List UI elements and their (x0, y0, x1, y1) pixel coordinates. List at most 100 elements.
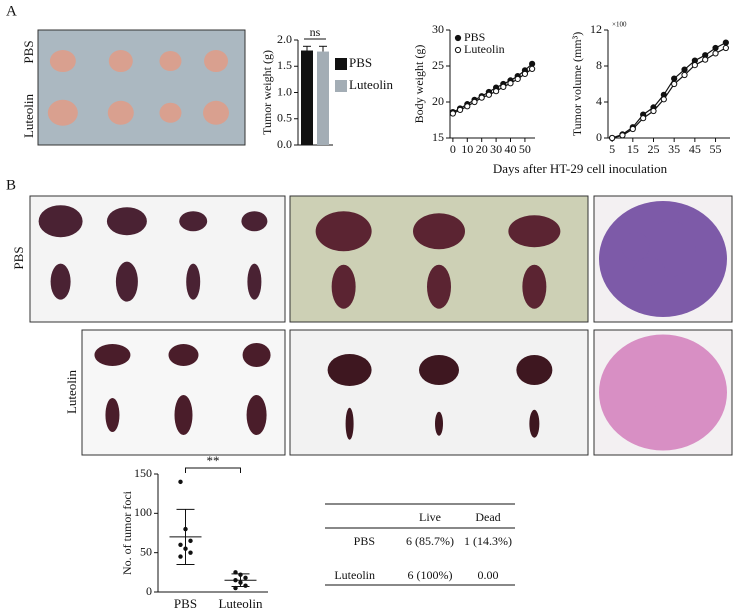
legend-label: PBS (464, 30, 485, 44)
y-tick-label: 0 (146, 584, 152, 598)
point (178, 479, 183, 485)
marker (500, 83, 507, 90)
x-tick-label: 40 (505, 142, 517, 156)
line (611, 47, 727, 139)
photo (289, 329, 589, 456)
photo-specimen (345, 407, 354, 440)
photo-specimen (522, 264, 547, 309)
photo-label: Luteolin (64, 369, 79, 414)
marker (609, 134, 616, 142)
point (188, 550, 193, 555)
y-tick-label: 30 (432, 22, 444, 36)
photo-specimen (174, 395, 193, 435)
y-tick-label: 50 (140, 544, 152, 558)
photo-specimen (105, 398, 120, 432)
legend-label: PBS (349, 55, 372, 70)
photo-specimen (646, 390, 667, 407)
point (243, 575, 248, 581)
annotation: ns (310, 25, 321, 39)
marker (464, 103, 471, 110)
table-cell: 0.00 (478, 568, 499, 582)
photos (29, 29, 733, 456)
photo-specimen (599, 334, 727, 451)
x-tick-label: 50 (519, 142, 531, 156)
point (178, 542, 183, 547)
y-tick-label: 8 (596, 58, 602, 72)
photo-specimen (94, 344, 131, 366)
table-header: Dead (475, 510, 500, 524)
photo-specimen (246, 395, 267, 435)
y-axis-label: Body weight (g) (412, 45, 426, 124)
table-cell: 1 (14.3%) (464, 534, 512, 548)
table-cell: PBS (354, 534, 375, 548)
x-tick-label: 10 (461, 142, 473, 156)
marker (722, 44, 729, 52)
photo-specimen (327, 354, 372, 386)
x-tick-label: 0 (450, 142, 456, 156)
y-axis-label: Tumor weight (g) (260, 50, 274, 135)
point (178, 554, 183, 559)
x-axis-label: Days after HT-29 cell inoculation (493, 161, 668, 176)
marker (681, 66, 688, 73)
marker (493, 88, 500, 95)
y-tick-label: 15 (432, 130, 444, 144)
photo-specimen (50, 263, 71, 300)
photo-specimen (108, 50, 133, 73)
photo-specimen (38, 205, 83, 238)
y-tick-label: 100 (134, 505, 152, 519)
table: Live Dead PBS 6 (85.7%) 1 (14.3%) Luteol… (325, 503, 515, 586)
marker (449, 110, 456, 117)
x-tick-label: 20 (476, 142, 488, 156)
x-tick-label: Luteolin (218, 596, 263, 611)
legend-label: Luteolin (349, 77, 394, 92)
photo (37, 29, 246, 146)
marker (629, 125, 636, 133)
marker (529, 65, 536, 72)
photo-label: PBS (21, 40, 36, 63)
y-tick-label: 20 (432, 94, 444, 108)
photo-specimen (633, 257, 666, 286)
marker (471, 98, 478, 106)
bar (301, 50, 313, 145)
y-axis-label: Tumor volume (mm³) (570, 32, 584, 137)
photo-specimen (331, 264, 356, 309)
x-tick-label: 15 (627, 142, 639, 156)
photo-specimen (419, 355, 459, 385)
legend-swatch (335, 80, 347, 92)
photo-label: PBS (11, 246, 26, 269)
marker (671, 75, 678, 82)
photo-specimen (203, 100, 230, 125)
y-tick-label: 150 (134, 466, 152, 480)
photo-specimen (315, 211, 372, 252)
x-tick-label: 5 (609, 142, 615, 156)
marker (478, 94, 485, 101)
photo-specimen (241, 211, 268, 232)
bar (317, 51, 329, 145)
marker (529, 60, 536, 67)
marker (712, 44, 719, 52)
y-tick-label: 0.0 (277, 137, 292, 151)
marker (521, 70, 529, 78)
photo-specimen (516, 355, 553, 385)
y-tick-label: 0.5 (277, 111, 292, 125)
x-tick-label: 30 (490, 142, 502, 156)
photo-specimen (247, 263, 262, 300)
panel-label: B (6, 177, 16, 193)
y-tick-label: 1.5 (277, 58, 292, 72)
photo-specimen (107, 100, 134, 125)
marker (485, 91, 492, 98)
photo-specimen (106, 207, 147, 236)
marker (712, 50, 719, 57)
y-tick-label: 12 (590, 22, 602, 36)
photo-specimen (115, 261, 138, 302)
annotation: ×100 (612, 21, 627, 29)
marker (660, 96, 667, 103)
photo-specimen (242, 343, 271, 367)
photo-specimen (435, 411, 443, 436)
panel-label: A (6, 3, 17, 19)
y-tick-label: 25 (432, 58, 444, 72)
table-cell: 6 (100%) (408, 568, 453, 582)
marker (640, 115, 647, 122)
photo-specimen (47, 99, 78, 126)
legend-label: Luteolin (464, 42, 505, 56)
